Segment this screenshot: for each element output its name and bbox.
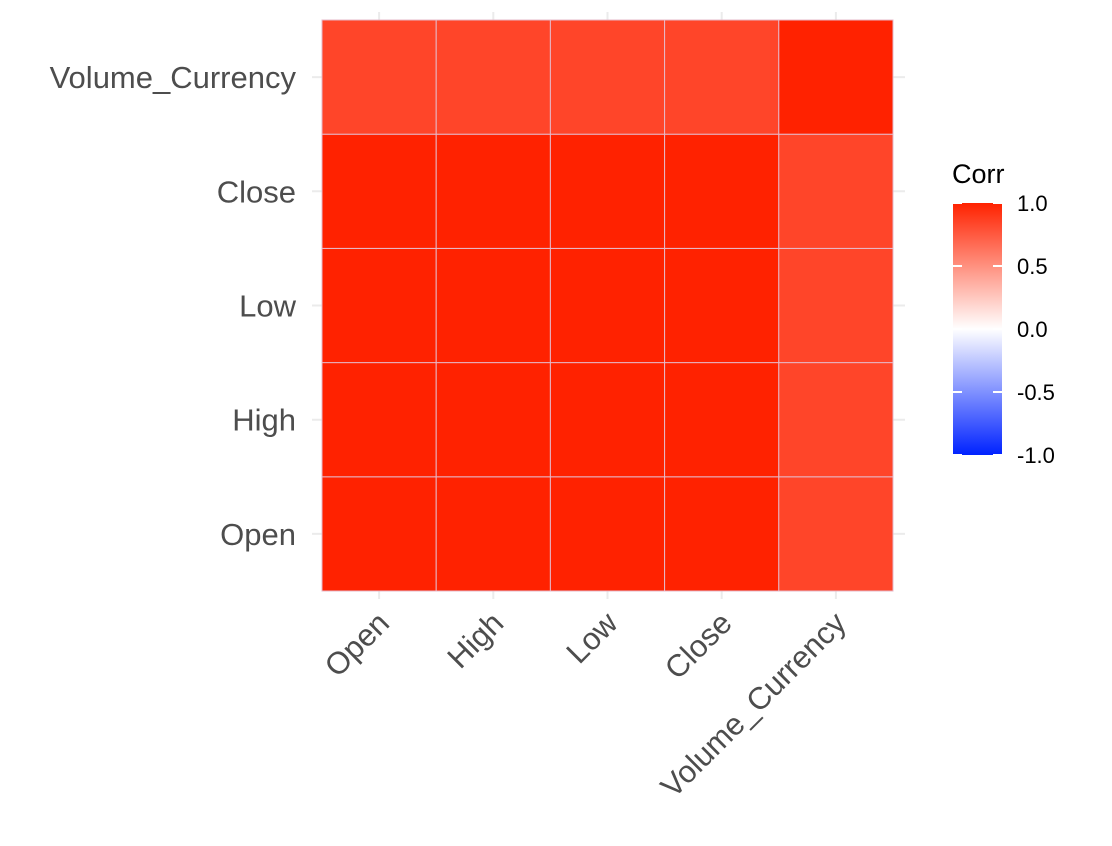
legend-tick-label: -0.5 xyxy=(1017,380,1055,405)
legend: Corr 1.0 0.5 0.0 -0.5 -1.0 xyxy=(952,159,1055,468)
y-tick-label: Volume_Currency xyxy=(50,60,297,95)
heatmap-cell xyxy=(664,19,780,135)
heatmap-cell xyxy=(321,133,437,249)
heatmap-cell xyxy=(549,247,666,364)
heatmap-cells xyxy=(321,19,894,592)
heatmap-cell xyxy=(664,133,780,249)
heatmap-cell xyxy=(778,362,894,478)
legend-title: Corr xyxy=(952,159,1005,189)
heatmap-cell xyxy=(664,247,780,364)
legend-tick-label: 0.5 xyxy=(1017,254,1048,279)
heatmap-cell xyxy=(321,476,437,592)
heatmap-cell xyxy=(435,476,551,592)
x-tick-label: Open xyxy=(318,605,396,683)
x-tick-label: Low xyxy=(559,605,624,670)
legend-tick-label: 0.0 xyxy=(1017,317,1048,342)
heatmap-cell xyxy=(435,133,551,249)
heatmap-cell xyxy=(549,476,666,592)
y-tick-label: Low xyxy=(239,289,296,324)
heatmap-cell xyxy=(778,19,894,135)
y-tick-label: High xyxy=(232,403,296,438)
heatmap-cell xyxy=(778,133,894,249)
heatmap-cell xyxy=(664,362,780,478)
heatmap-cell xyxy=(435,247,551,364)
legend-tick-label: 1.0 xyxy=(1017,191,1048,216)
heatmap-cell xyxy=(321,19,437,135)
heatmap-cell xyxy=(778,247,894,364)
y-axis-ticks: Open High Low Close Volume_Currency xyxy=(50,60,297,552)
heatmap-cell xyxy=(321,362,437,478)
heatmap-cell xyxy=(778,476,894,592)
y-tick-label: Open xyxy=(220,517,296,552)
legend-ticks: 1.0 0.5 0.0 -0.5 -1.0 xyxy=(953,191,1055,468)
heatmap-cell xyxy=(435,362,551,478)
heatmap-cell xyxy=(549,362,666,478)
heatmap-cell xyxy=(435,19,551,135)
x-tick-label: Close xyxy=(658,605,739,686)
heatmap-cell xyxy=(549,19,666,135)
x-tick-label: High xyxy=(440,605,510,675)
y-tick-label: Close xyxy=(217,174,296,209)
heatmap-cell xyxy=(664,476,780,592)
heatmap-cell xyxy=(549,133,666,249)
legend-tick-label: -1.0 xyxy=(1017,443,1055,468)
heatmap-cell xyxy=(321,247,437,364)
